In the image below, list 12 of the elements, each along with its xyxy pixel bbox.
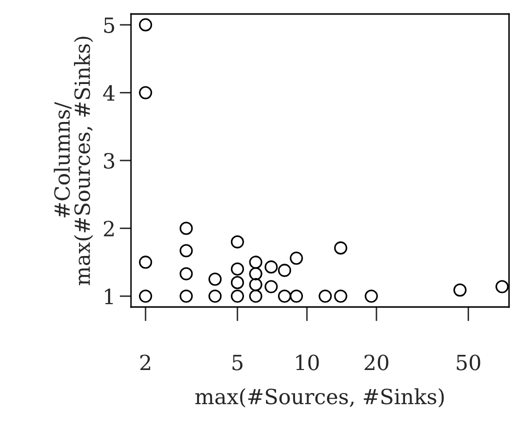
y-tick-label: 2 [104,220,114,236]
x-tick-label: 20 [364,354,388,370]
x-tick-label: 2 [140,354,150,370]
y-tick-label: 3 [104,152,114,169]
y-axis-title: #Columns/ max(#Sources, #Sinks) [54,36,94,286]
x-tick-label: 50 [456,354,480,370]
y-tick-label: 5 [104,18,114,34]
y-tick-label: 1 [105,288,113,304]
x-tick-label: 5 [232,354,242,370]
x-axis-title: max(#Sources, #Sinks) [195,388,444,408]
x-tick-label: 10 [296,354,319,370]
y-tick-label: 4 [103,85,115,101]
